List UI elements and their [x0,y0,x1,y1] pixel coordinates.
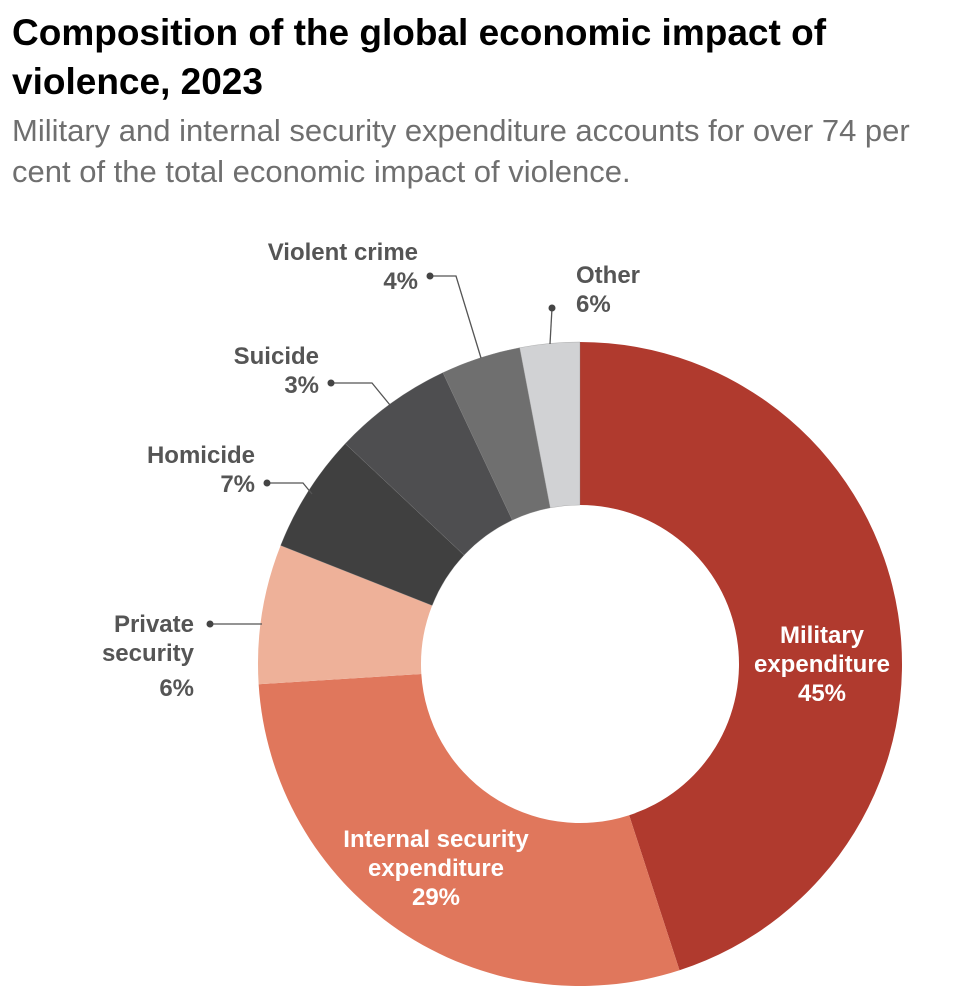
leader-dot [426,272,434,280]
slice-other [519,341,581,508]
slice-label: Violent crime [268,239,418,266]
slice-value-label: 3% [284,372,319,399]
slice-label: Military [780,622,865,649]
chart-title: Composition of the global economic impac… [12,12,827,102]
leader-dot [327,379,335,387]
slice-value-label: 29% [412,884,460,911]
slice-private-security [258,545,433,685]
leader-dot [206,620,214,628]
slice-label: Private [114,611,194,638]
slice-label: Internal security [343,826,529,853]
slice-label: expenditure [754,651,890,678]
chart-subtitle: Military and internal security expenditu… [12,113,910,189]
leader-line [267,482,313,495]
slice-value-label: 7% [220,471,255,498]
slice-military-expenditure [580,342,902,971]
leader-line [430,275,482,359]
leader-dot [263,479,271,487]
slice-label: Homicide [147,442,255,469]
slice-value-label: 6% [159,675,194,702]
slice-internal-security-expenditure [258,673,680,986]
leader-line [549,307,553,345]
slice-label: Other [576,262,640,289]
slice-value-label: 4% [383,268,418,295]
slice-value-label: 45% [798,680,846,707]
slice-value-label: 6% [576,291,611,318]
leader-dot [548,304,556,312]
leader-line [331,382,391,406]
slice-label: expenditure [368,855,504,882]
slice-label: Suicide [234,343,319,370]
slice-label: security [102,640,195,667]
